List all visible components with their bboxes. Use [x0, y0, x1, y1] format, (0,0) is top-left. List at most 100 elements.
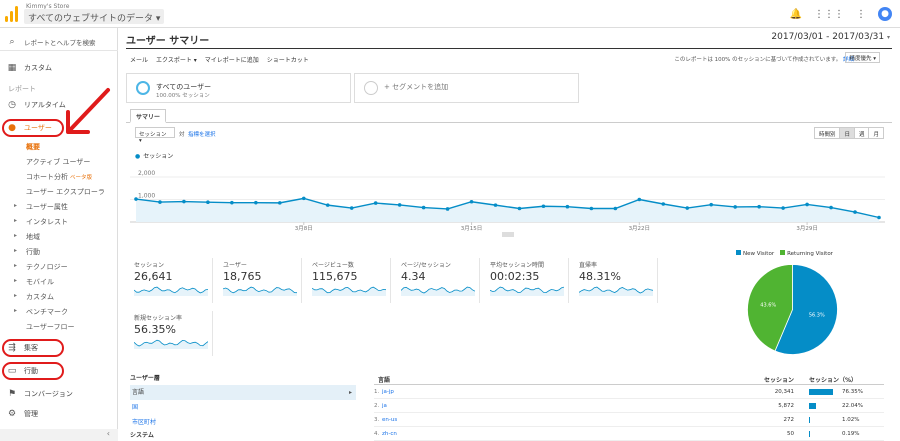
data-point[interactable]	[206, 200, 210, 204]
data-point[interactable]	[397, 203, 402, 207]
segment-all-users[interactable]: すべてのユーザー 100.00% セッション	[126, 73, 351, 103]
data-point[interactable]	[445, 207, 450, 211]
toolbar-item[interactable]: メール	[130, 57, 149, 64]
data-point[interactable]	[158, 200, 162, 204]
data-point[interactable]	[685, 206, 690, 210]
data-point[interactable]	[469, 199, 474, 204]
sidebar-subitem[interactable]: インタレスト	[14, 217, 68, 227]
data-point[interactable]	[278, 201, 282, 205]
chart-resize-handle[interactable]	[502, 232, 514, 237]
toolbar-item[interactable]: ショートカット	[266, 57, 309, 64]
sidebar-item-conversions[interactable]: ⚑ コンバージョン	[0, 386, 118, 402]
data-point[interactable]	[877, 215, 881, 220]
scorecard[interactable]: ページ/セッション 4.34	[397, 258, 480, 303]
sidebar-subitem[interactable]: ユーザー エクスプローラ	[26, 187, 105, 197]
granularity-option[interactable]: 週	[853, 127, 870, 139]
collapse-sidebar-button[interactable]: ‹	[0, 429, 118, 441]
sidebar-subitem[interactable]: コホート分析 ベータ版	[26, 172, 92, 182]
scorecard-value: 56.35%	[134, 323, 176, 336]
data-point[interactable]	[254, 200, 258, 205]
chevron-right-icon: ▸	[348, 389, 352, 396]
scorecard[interactable]: ユーザー 18,765	[219, 258, 302, 303]
table-row: 3. en-us 272 1.02%	[374, 413, 884, 427]
language-link[interactable]: ja-jp	[382, 389, 394, 395]
data-point[interactable]	[517, 206, 522, 211]
sidebar-subitem[interactable]: モバイル	[14, 277, 54, 287]
granularity-option[interactable]: 日	[839, 127, 855, 139]
data-point[interactable]	[589, 206, 594, 211]
sidebar-subitem[interactable]: アクティブ ユーザー	[26, 157, 90, 167]
sidebar-item-realtime[interactable]: ◷ リアルタイム	[0, 97, 118, 113]
data-point[interactable]	[230, 200, 234, 205]
language-link[interactable]: zh-cn	[382, 431, 397, 437]
data-point[interactable]	[182, 199, 186, 204]
scorecard[interactable]: セッション 26,641	[130, 258, 213, 303]
property-selector[interactable]: すべてのウェブサイトのデータ ▾	[24, 9, 165, 24]
sidebar-item-admin[interactable]: ⚙ 管理	[0, 406, 118, 422]
add-segment-button[interactable]: + セグメントを追加	[354, 73, 579, 103]
data-point[interactable]	[637, 197, 642, 202]
scorecard[interactable]: ページビュー数 115,675	[308, 258, 391, 303]
scorecard-value: 00:02:35	[490, 270, 540, 283]
data-point[interactable]	[493, 203, 498, 207]
language-link[interactable]: ja	[382, 403, 387, 409]
data-point[interactable]	[373, 201, 378, 205]
data-point[interactable]	[733, 205, 737, 209]
sidebar-search[interactable]: ⌕ レポートとヘルプを検索	[0, 34, 118, 50]
sidebar-subitem[interactable]: 行動	[14, 247, 40, 257]
scorecard[interactable]: 直帰率 48.31%	[575, 258, 658, 303]
data-point[interactable]	[134, 197, 138, 201]
flag-icon: ⚑	[7, 389, 17, 399]
sidebar-item-users[interactable]: ● ユーザー	[0, 120, 118, 136]
granularity-option[interactable]: 時間別	[813, 127, 841, 139]
data-point[interactable]	[613, 206, 618, 211]
search-input[interactable]: レポートとヘルプを検索	[24, 39, 96, 47]
more-vert-icon[interactable]: ⋮	[856, 8, 866, 20]
scorecard[interactable]: 新規セッション率 56.35%	[130, 311, 213, 356]
sidebar-item-acquisition[interactable]: ⇶ 集客	[0, 340, 118, 356]
scorecard[interactable]: 平均セッション時間 00:02:35	[486, 258, 569, 303]
granularity-option[interactable]: 月	[868, 127, 884, 139]
dimension-item[interactable]: 国	[130, 400, 356, 415]
data-point[interactable]	[853, 210, 857, 214]
data-point[interactable]	[829, 205, 833, 210]
select-metric-link[interactable]: 指標を選択	[188, 132, 216, 138]
sidebar-item-custom[interactable]: ▦ カスタム	[0, 60, 118, 76]
analytics-logo-icon[interactable]	[5, 6, 19, 22]
sidebar-subitem[interactable]: 概要	[26, 142, 40, 152]
sidebar-subitem[interactable]: カスタム	[14, 292, 54, 302]
data-point[interactable]	[325, 203, 330, 207]
toolbar-item[interactable]: マイレポートに追加	[204, 57, 259, 64]
dimension-item[interactable]: 市区町村	[130, 415, 356, 430]
avatar[interactable]: ●	[878, 7, 892, 21]
sampling-details-link[interactable]: 詳細	[842, 57, 854, 63]
data-point[interactable]	[661, 202, 666, 206]
pie-slice[interactable]	[747, 264, 793, 352]
sidebar-item-behavior[interactable]: ▭ 行動	[0, 363, 118, 379]
sidebar-subitem[interactable]: ユーザーフロー	[26, 322, 74, 332]
data-point[interactable]	[541, 204, 546, 209]
data-point[interactable]	[421, 205, 426, 210]
data-point[interactable]	[349, 206, 354, 210]
data-point[interactable]	[757, 204, 761, 209]
dimension-item[interactable]: 言語 ▸	[130, 385, 356, 400]
sidebar-subitem[interactable]: テクノロジー	[14, 262, 67, 272]
sidebar-subitem[interactable]: ユーザー属性	[14, 202, 68, 212]
apps-grid-icon[interactable]: ⋮⋮⋮	[814, 8, 844, 20]
data-point[interactable]	[709, 202, 714, 207]
toolbar-item[interactable]: エクスポート ▾	[156, 57, 197, 64]
pie-slice[interactable]	[774, 264, 838, 355]
scorecard-label: セッション	[134, 262, 165, 269]
date-range-picker[interactable]: 2017/03/01 - 2017/03/31 ▾	[771, 32, 890, 42]
data-point[interactable]	[301, 196, 306, 201]
data-point[interactable]	[805, 202, 809, 207]
sidebar-subitem[interactable]: ベンチマーク	[14, 307, 68, 317]
data-point[interactable]	[565, 204, 570, 209]
sidebar-subitem[interactable]: 地域	[14, 232, 40, 242]
data-point[interactable]	[781, 206, 785, 210]
sampling-select[interactable]: 精度優先 ▾	[845, 52, 880, 63]
tab-summary[interactable]: サマリー	[130, 109, 167, 123]
metric-select[interactable]: セッション ▾	[135, 127, 175, 144]
language-link[interactable]: en-us	[382, 417, 398, 423]
notifications-icon[interactable]: 🔔	[789, 8, 802, 20]
